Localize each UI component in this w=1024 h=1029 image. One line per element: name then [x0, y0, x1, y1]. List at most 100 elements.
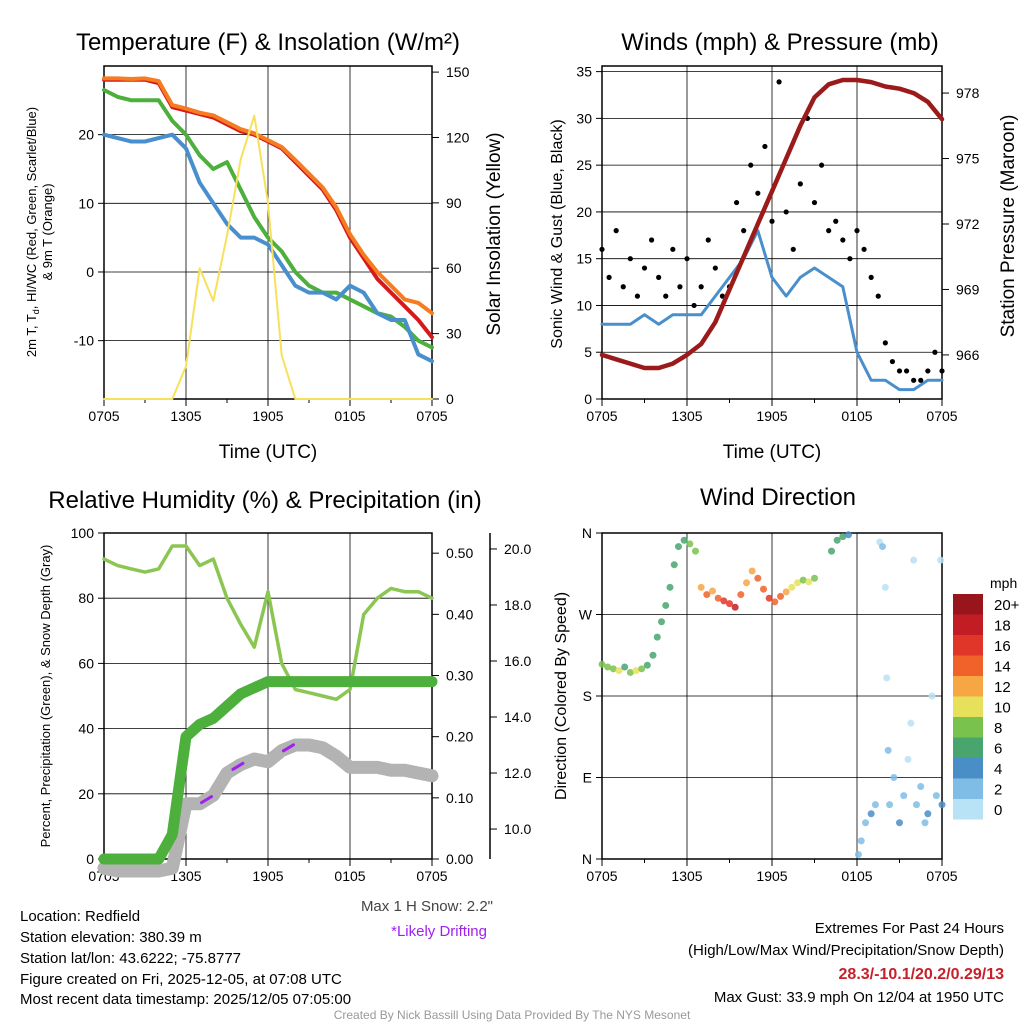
- y-tick-label: 15: [576, 251, 592, 267]
- right-y-tick-label: 150: [446, 64, 470, 80]
- gust-point: [641, 265, 648, 271]
- gust-point: [861, 246, 867, 252]
- direction-point: [805, 578, 813, 586]
- y-tick-label: 5: [584, 344, 592, 360]
- direction-point: [720, 597, 728, 605]
- direction-point: [726, 600, 733, 608]
- right-y-tick-label: 0.20: [446, 729, 473, 745]
- direction-point: [658, 618, 665, 626]
- legend-swatch: [953, 717, 983, 738]
- gust-point: [854, 228, 860, 234]
- direction-point: [886, 801, 894, 809]
- y-tick-label: N: [582, 851, 592, 867]
- direction-point: [928, 692, 936, 700]
- y-tick-label: 20: [78, 127, 94, 143]
- direction-point: [937, 556, 945, 564]
- direction-point: [857, 837, 865, 845]
- direction-point: [833, 536, 841, 544]
- y-tick-label: 100: [71, 525, 95, 541]
- legend-label: 8: [994, 720, 1002, 737]
- direction-point: [598, 660, 606, 668]
- right-y-tick-label: 0.00: [446, 851, 473, 867]
- y-tick-label: 40: [78, 721, 94, 737]
- legend-label: 0: [994, 802, 1002, 819]
- x-tick-label: 0705: [926, 868, 957, 884]
- direction-point: [924, 810, 932, 818]
- right-y-tick-label: 0.40: [446, 606, 473, 622]
- right-y-tick-label: 16.0: [504, 653, 531, 669]
- pressure-ylabel: Station Pressure (Maroon): [998, 115, 1019, 338]
- extremes-title: Extremes For Past 24 Hours: [815, 920, 1004, 937]
- gust-point: [776, 79, 782, 85]
- right-y-tick-label: 12.0: [504, 765, 531, 781]
- gust-point: [847, 256, 853, 262]
- direction-point: [854, 850, 862, 858]
- y-tick-label: 35: [576, 64, 592, 80]
- gust-point: [656, 274, 662, 280]
- gust-point: [868, 274, 874, 280]
- right-y-tick-label: 14.0: [504, 709, 531, 725]
- right-y-tick-label: 0: [446, 391, 454, 407]
- credit-text: Created By Nick Bassill Using Data Provi…: [334, 1008, 691, 1022]
- y-tick-label: 30: [576, 110, 592, 126]
- gust-point: [670, 246, 676, 252]
- x-tick-label: 1905: [756, 408, 787, 424]
- direction-point: [771, 598, 779, 606]
- gust-point: [790, 246, 796, 252]
- recent-text: Most recent data timestamp: 2025/12/05 0…: [20, 991, 351, 1008]
- legend-swatch: [953, 614, 983, 635]
- gust-point: [677, 284, 683, 290]
- solar-ylabel: Solar Insolation (Yellow): [484, 132, 505, 335]
- direction-point: [737, 591, 745, 599]
- x-tick-label: 1305: [671, 868, 702, 884]
- y-tick-label: 60: [78, 655, 94, 671]
- y-tick-label: N: [582, 525, 592, 541]
- direction-point: [799, 576, 807, 584]
- direction-point: [938, 801, 946, 809]
- series-solar: [103, 114, 433, 400]
- direction-point: [910, 556, 918, 564]
- wind-ylabel: Sonic Wind & Gust (Blue, Black): [549, 119, 566, 348]
- direction-point: [670, 561, 678, 569]
- speed-legend: mph 20+ 18 16 14 12 10 8 6 4 2 0: [953, 575, 1020, 820]
- gust-point: [818, 162, 825, 168]
- direction-point: [731, 603, 739, 611]
- direction-point: [907, 719, 915, 727]
- right-y-tick-label: 30: [446, 326, 462, 342]
- gust-point: [896, 368, 903, 374]
- gust-point: [882, 340, 888, 346]
- location-text: Location: Redfield: [20, 908, 140, 925]
- right-y-tick-label: 969: [956, 281, 980, 297]
- direction-point: [845, 531, 852, 539]
- created-text: Figure created on Fri, 2025-12-05, at 07…: [20, 971, 342, 988]
- y-tick-label: 10: [78, 195, 94, 211]
- direction-point: [743, 579, 750, 587]
- direction-point: [921, 819, 929, 827]
- right-y-tick-label: 10.0: [504, 821, 531, 837]
- direction-point: [777, 592, 784, 600]
- legend-label: 18: [994, 618, 1011, 635]
- x-tick-label: 1305: [170, 408, 201, 424]
- right-y-tick-label: 0.10: [446, 790, 473, 806]
- direction-point: [697, 583, 705, 591]
- direction-point: [932, 792, 940, 800]
- legend-swatch: [953, 635, 983, 656]
- legend-swatch: [953, 696, 983, 717]
- direction-point: [615, 667, 623, 675]
- legend-swatch: [953, 778, 983, 799]
- direction-point: [609, 665, 617, 673]
- direction-point: [662, 601, 670, 609]
- x-tick-label: 0705: [416, 408, 447, 424]
- temp-ylabel-sub: d: [31, 309, 41, 314]
- max-snow-text: Max 1 H Snow: 2.2": [361, 898, 493, 915]
- wind-xlabel: Time (UTC): [723, 442, 822, 463]
- y-tick-label: 20: [78, 786, 94, 802]
- gust-point: [748, 162, 754, 168]
- direction-point: [760, 585, 767, 593]
- gust-point: [620, 284, 626, 290]
- gust-point: [705, 237, 711, 243]
